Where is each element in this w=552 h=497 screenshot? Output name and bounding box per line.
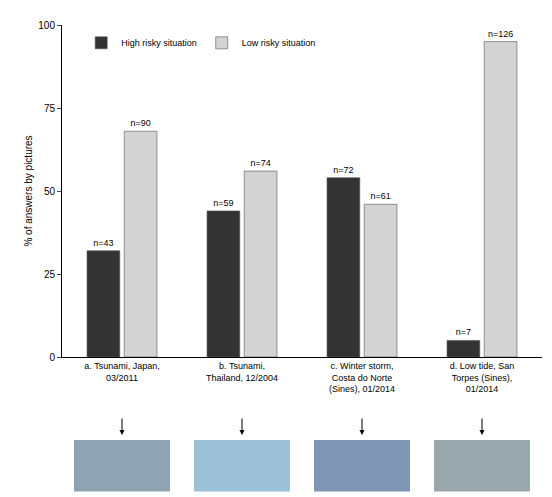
- svg-text:n=74: n=74: [250, 158, 270, 168]
- svg-text:d. Low tide, SanTorpes (Sines): d. Low tide, SanTorpes (Sines),01/2014: [450, 361, 515, 394]
- svg-text:n=72: n=72: [333, 165, 353, 175]
- svg-text:n=126: n=126: [488, 29, 513, 39]
- svg-text:n=59: n=59: [213, 198, 233, 208]
- svg-text:25: 25: [44, 269, 56, 280]
- svg-text:% of answers by pictures: % of answers by pictures: [23, 135, 34, 246]
- svg-text:100: 100: [38, 20, 55, 31]
- svg-text:n=43: n=43: [93, 238, 113, 248]
- svg-text:0: 0: [49, 352, 55, 363]
- svg-text:50: 50: [44, 186, 56, 197]
- svg-text:a. Tsunami, Japan,03/2011: a. Tsunami, Japan,03/2011: [84, 361, 159, 383]
- svg-text:n=7: n=7: [456, 327, 471, 337]
- svg-text:b. Tsunami,Thailand, 12/2004: b. Tsunami,Thailand, 12/2004: [206, 361, 278, 383]
- svg-text:n=61: n=61: [370, 191, 390, 201]
- svg-text:c. Winter storm,Costa do Norte: c. Winter storm,Costa do Norte(Sines), 0…: [329, 361, 395, 394]
- svg-text:Low risky situation: Low risky situation: [242, 38, 316, 48]
- svg-text:High risky situation: High risky situation: [121, 38, 197, 48]
- svg-text:n=90: n=90: [130, 118, 150, 128]
- svg-text:75: 75: [44, 103, 56, 114]
